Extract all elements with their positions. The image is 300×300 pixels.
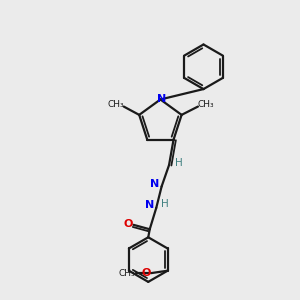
Text: O: O: [123, 219, 133, 229]
Text: CH₃: CH₃: [107, 100, 124, 109]
Text: N: N: [157, 94, 167, 104]
Text: H: H: [175, 158, 182, 168]
Text: O: O: [142, 268, 151, 278]
Text: N: N: [151, 179, 160, 189]
Text: CH₃: CH₃: [197, 100, 214, 109]
Text: H: H: [161, 199, 169, 209]
Text: CH₃: CH₃: [118, 268, 135, 278]
Text: N: N: [145, 200, 154, 211]
